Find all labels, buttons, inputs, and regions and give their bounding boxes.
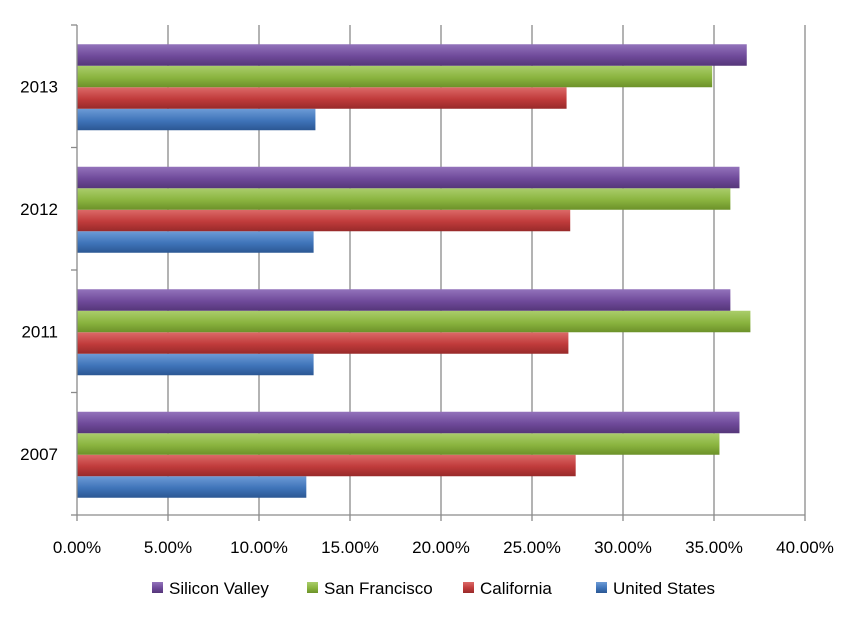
bar-san-francisco-2013 — [77, 65, 713, 88]
y-tick-label: 2007 — [20, 445, 58, 464]
legend: Silicon Valley San Francisco California Uni… — [152, 579, 715, 598]
bar-california-2013 — [77, 87, 567, 109]
legend-swatch-silicon-valley — [152, 582, 163, 593]
bar-silicon-valley-2007 — [77, 411, 740, 434]
bar-san-francisco-2012 — [77, 188, 731, 210]
x-tick-label: 20.00% — [412, 538, 470, 557]
x-tick-label: 15.00% — [321, 538, 379, 557]
x-tick-label: 10.00% — [230, 538, 288, 557]
bar-united-states-2012 — [77, 231, 314, 253]
bar-silicon-valley-2012 — [77, 166, 740, 189]
bar-san-francisco-2007 — [77, 433, 720, 455]
bar-united-states-2007 — [77, 476, 307, 498]
legend-swatch-san-francisco — [307, 582, 318, 593]
legend-label-united-states: United States — [613, 579, 715, 598]
bar-california-2011 — [77, 332, 569, 354]
x-tick-label: 40.00% — [776, 538, 834, 557]
bar-united-states-2011 — [77, 353, 314, 376]
legend-swatch-united-states — [596, 582, 607, 593]
legend-swatch-california — [463, 582, 474, 593]
x-tick-label: 0.00% — [53, 538, 101, 557]
y-tick-label: 2012 — [20, 200, 58, 219]
bar-silicon-valley-2013 — [77, 44, 747, 66]
x-tick-label: 30.00% — [594, 538, 652, 557]
axes: 0.00% 5.00% 10.00% 15.00% 20.00% 25.00% 30.00%… — [20, 24, 834, 557]
bars — [77, 44, 751, 498]
legend-label-san-francisco: San Francisco — [324, 579, 433, 598]
y-tick-label: 2011 — [21, 322, 58, 341]
x-tick-label: 35.00% — [685, 538, 743, 557]
bar-california-2007 — [77, 454, 576, 477]
bar-california-2012 — [77, 209, 571, 232]
legend-label-silicon-valley: Silicon Valley — [169, 579, 269, 598]
x-tick-label: 5.00% — [144, 538, 192, 557]
bar-silicon-valley-2011 — [77, 289, 731, 311]
legend-label-california: California — [480, 579, 552, 598]
bar-san-francisco-2011 — [77, 310, 751, 333]
x-tick-label: 25.00% — [503, 538, 561, 557]
bar-united-states-2013 — [77, 108, 316, 131]
y-tick-label: 2013 — [20, 77, 58, 96]
